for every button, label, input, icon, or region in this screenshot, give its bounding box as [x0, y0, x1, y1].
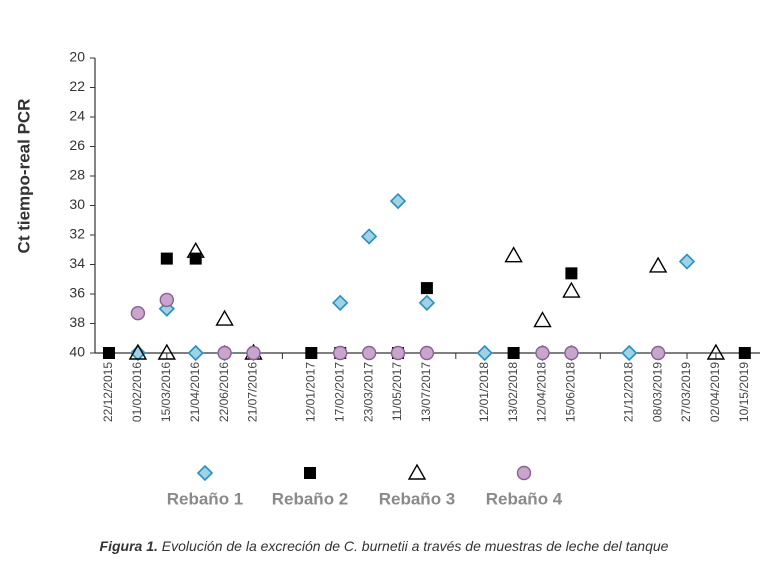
legend-label-rebano-4: Rebaño 4	[486, 489, 563, 508]
legend-marker-rebano-1	[196, 464, 214, 482]
caption-prefix: Figura 1.	[99, 538, 158, 554]
point-rebano-2	[738, 347, 751, 359]
x-tick-label: 12/04/2018	[535, 362, 549, 422]
point-rebano-2	[305, 347, 318, 359]
x-tick-label: 22/06/2016	[217, 362, 231, 422]
point-rebano-3	[504, 246, 523, 263]
point-rebano-1	[360, 228, 378, 245]
x-tick-label: 13/07/2017	[419, 362, 433, 422]
x-tick-label: 27/03/2019	[679, 362, 693, 422]
point-rebano-1	[389, 192, 407, 210]
y-tick-label: 24	[69, 108, 85, 124]
x-tick-label: 15/03/2016	[159, 362, 173, 422]
data-points	[103, 192, 751, 362]
x-tick-label: 01/02/2016	[130, 362, 144, 422]
point-rebano-4	[130, 305, 146, 321]
point-rebano-3	[706, 343, 726, 360]
legend-marker-rebano-4	[516, 465, 532, 481]
point-rebano-3	[562, 281, 581, 298]
y-tick-label: 20	[69, 49, 85, 65]
x-tick-label: 21/04/2016	[188, 362, 202, 422]
point-rebano-4	[564, 345, 579, 361]
y-tick-label: 28	[69, 167, 85, 183]
legend: Rebaño 1 Rebaño 2 Rebaño 3 Rebaño 4	[167, 463, 563, 508]
x-tick-label: 02/04/2019	[708, 362, 722, 422]
point-rebano-3	[186, 241, 205, 258]
point-rebano-3	[215, 309, 234, 326]
figure-caption: Figura 1. Evolución de la excreción de C…	[0, 538, 768, 554]
legend-marker-rebano-2	[304, 467, 316, 479]
x-tick-label: 17/02/2017	[332, 362, 346, 422]
y-tick-label: 30	[69, 196, 85, 212]
point-rebano-4	[650, 345, 666, 361]
point-rebano-2	[420, 282, 433, 295]
point-rebano-1	[621, 344, 638, 362]
point-rebano-3	[533, 311, 552, 328]
point-rebano-1	[678, 253, 696, 270]
legend-label-rebano-1: Rebaño 1	[167, 489, 244, 508]
y-tick-label: 36	[69, 285, 85, 301]
point-rebano-4	[217, 345, 232, 361]
point-rebano-4	[535, 345, 550, 361]
point-rebano-3	[157, 343, 177, 360]
x-tick-label: 15/06/2018	[564, 362, 578, 422]
legend-label-rebano-2: Rebaño 2	[272, 489, 349, 508]
y-tick-label: 34	[69, 255, 85, 271]
x-tick-label: 12/01/2017	[303, 362, 317, 422]
y-tick-label: 32	[69, 226, 85, 242]
y-tick-label: 40	[69, 344, 85, 360]
point-rebano-2	[565, 267, 578, 280]
legend-label-rebano-3: Rebaño 3	[379, 489, 456, 508]
point-rebano-4	[361, 345, 377, 361]
x-tick-label: 21/07/2016	[246, 362, 260, 422]
point-rebano-1	[418, 294, 436, 311]
point-rebano-3	[648, 256, 668, 273]
point-rebano-4	[419, 345, 435, 361]
caption-text: Evolución de la excreción de C. burnetii…	[161, 538, 669, 554]
point-rebano-2	[160, 252, 173, 265]
y-tick-label: 38	[69, 314, 85, 330]
point-rebano-4	[390, 345, 406, 361]
point-rebano-1	[129, 344, 147, 362]
x-tick-label: 22/12/2015	[101, 362, 115, 422]
x-tick-label: 21/12/2018	[621, 362, 635, 422]
point-rebano-4	[333, 345, 348, 361]
point-rebano-4	[246, 345, 261, 361]
point-rebano-2	[189, 252, 202, 265]
legend-marker-rebano-3	[407, 463, 427, 480]
point-rebano-1	[476, 344, 493, 362]
x-tick-label: 12/01/2018	[477, 362, 491, 422]
y-tick-label: 26	[69, 137, 85, 153]
x-tick-label: 10/15/2019	[737, 362, 751, 422]
point-rebano-4	[159, 292, 175, 308]
point-rebano-2	[103, 347, 115, 359]
x-tick-label: 13/02/2018	[506, 362, 520, 422]
point-rebano-2	[507, 347, 520, 359]
axes: 20 22 24 26 28 30 32 34 36 38 40	[69, 49, 760, 360]
y-tick-label: 22	[69, 78, 85, 94]
x-tick-label: 23/03/2017	[361, 362, 375, 422]
y-axis-label: Ct tiempo-real PCR	[14, 99, 33, 254]
point-rebano-3	[128, 343, 148, 360]
x-tick-label: 08/03/2019	[650, 362, 664, 422]
x-tick-labels: 22/12/2015 01/02/2016 15/03/2016 21/04/2016…	[101, 362, 751, 422]
x-tick-label: 11/05/2017	[390, 362, 404, 421]
point-rebano-1	[332, 294, 349, 311]
point-rebano-1	[187, 344, 204, 362]
